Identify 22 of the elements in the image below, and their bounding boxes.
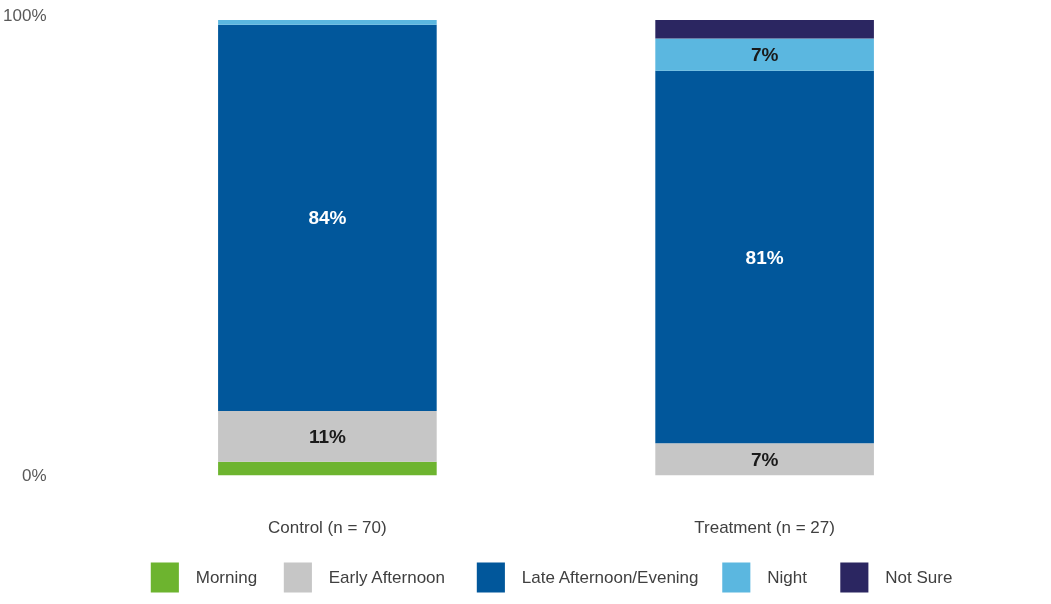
legend-label: Not Sure bbox=[885, 568, 953, 587]
bar bbox=[218, 411, 437, 462]
bar bbox=[655, 38, 874, 71]
x-tick-label: Control (n = 70) bbox=[268, 517, 387, 537]
legend-label: Night bbox=[767, 568, 808, 587]
data-label: 11% bbox=[308, 425, 346, 447]
bar bbox=[218, 20, 437, 25]
legend-label: Morning bbox=[195, 568, 258, 587]
y-tick-label: 100% bbox=[3, 6, 47, 25]
data-label: 81% bbox=[745, 246, 784, 268]
legend-label: Late Afternoon/Evening bbox=[521, 568, 699, 587]
bar bbox=[655, 443, 874, 476]
y-tick-label: 0% bbox=[21, 466, 47, 485]
data-label: 7% bbox=[750, 448, 779, 470]
x-tick-label: Treatment (n = 27) bbox=[694, 517, 835, 537]
legend-label: Early Afternoon bbox=[328, 568, 446, 587]
data-label: 84% bbox=[308, 207, 347, 229]
bar bbox=[655, 20, 874, 39]
data-label: 7% bbox=[750, 44, 779, 66]
bar bbox=[218, 24, 437, 412]
bar bbox=[218, 461, 437, 476]
bar bbox=[655, 70, 874, 444]
